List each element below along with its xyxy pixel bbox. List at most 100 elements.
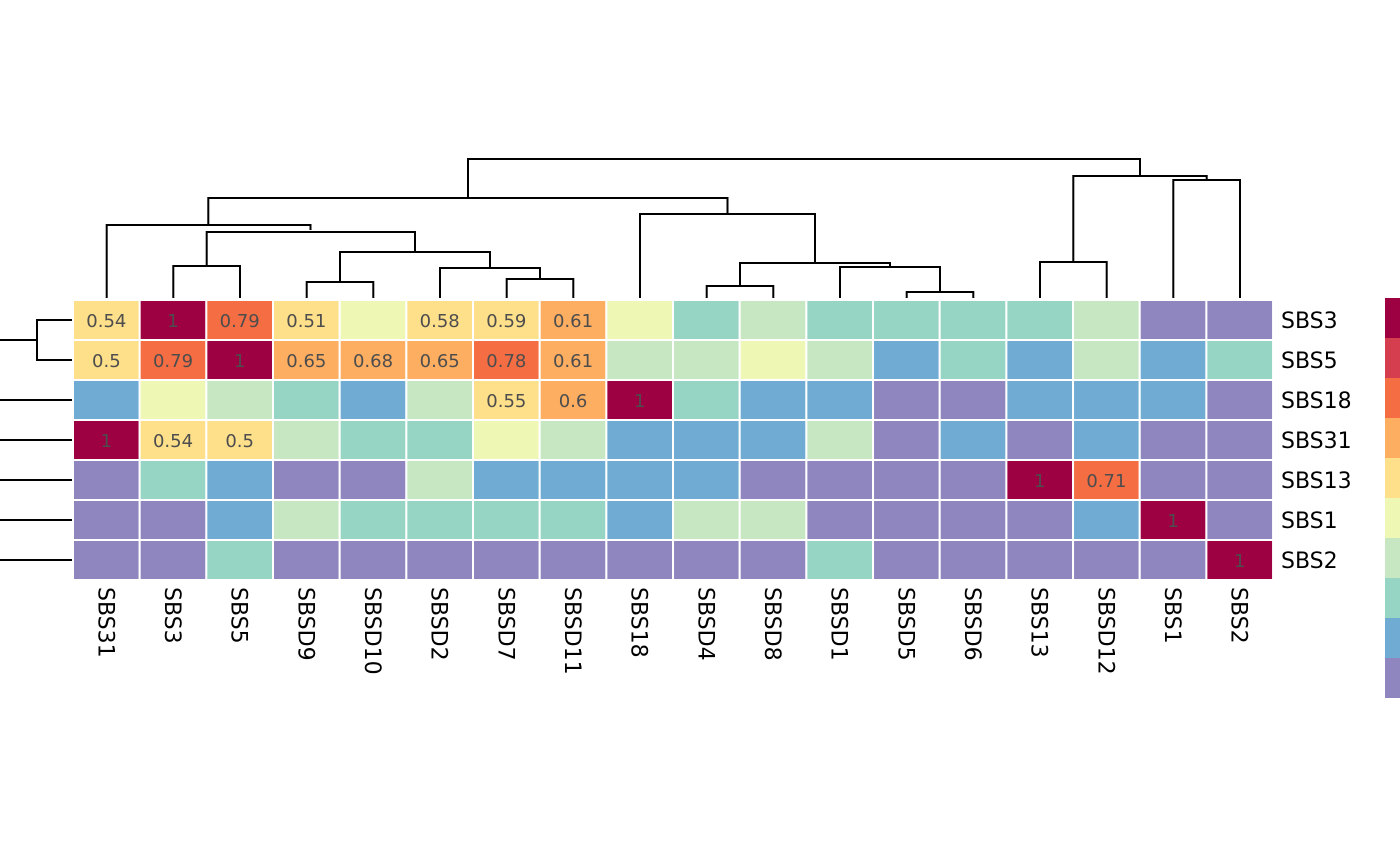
heatmap-cell <box>938 499 1008 541</box>
heatmap-cell <box>672 339 741 381</box>
heatmap-cell <box>738 539 808 581</box>
cell-value-label: 0.51 <box>286 311 326 332</box>
heatmap-cell <box>72 539 141 581</box>
row-label: SBS3 <box>1281 309 1338 334</box>
column-label: SBS3 <box>159 587 184 644</box>
legend-color-step <box>1385 658 1400 698</box>
heatmap-cell <box>1072 419 1141 461</box>
heatmap-cell <box>405 499 475 541</box>
cell-value-label: 0.79 <box>153 351 193 372</box>
column-label: SBSD12 <box>1092 587 1117 675</box>
column-label: SBSD5 <box>892 587 917 661</box>
heatmap-cell <box>272 379 341 421</box>
heatmap-cell <box>938 339 1008 381</box>
heatmap-cell <box>472 499 541 541</box>
heatmap-cell <box>1005 339 1075 381</box>
heatmap-cell <box>805 499 875 541</box>
column-dendrogram-branch <box>439 267 541 298</box>
heatmap-cell <box>605 339 675 381</box>
heatmap-cell <box>205 539 275 581</box>
heatmap-cell <box>672 539 741 581</box>
column-label: SBSD10 <box>359 587 384 675</box>
heatmap-cell <box>405 379 475 421</box>
heatmap-cell <box>1005 379 1075 421</box>
heatmap-cell <box>72 499 141 541</box>
color-legend <box>1385 298 1400 698</box>
legend-color-step <box>1385 618 1400 658</box>
column-dendrogram-branch <box>1072 175 1208 262</box>
column-label: SBSD7 <box>492 587 517 661</box>
heatmap-cell <box>672 379 741 421</box>
cell-value-label: 0.65 <box>420 351 460 372</box>
heatmap-cell <box>1205 299 1275 341</box>
column-dendrogram-branch <box>105 224 312 298</box>
heatmap-cell <box>672 499 741 541</box>
heatmap-cell <box>205 379 275 421</box>
heatmap-cell <box>338 379 408 421</box>
heatmap-cell <box>1005 499 1075 541</box>
heatmap-cell <box>805 299 875 341</box>
heatmap-cell <box>405 419 475 461</box>
heatmap-cell <box>138 379 208 421</box>
heatmap-cell <box>138 539 208 581</box>
heatmap-cell <box>1205 339 1275 381</box>
heatmap-cell <box>872 379 941 421</box>
heatmap-cell <box>1072 339 1141 381</box>
column-dendrogram-branch <box>467 158 1141 198</box>
legend-color-step <box>1385 498 1400 538</box>
heatmap-cell <box>938 459 1008 501</box>
heatmap-cell <box>472 299 541 341</box>
column-label: SBS13 <box>1026 587 1051 658</box>
heatmap-cell <box>338 499 408 541</box>
heatmap-cell <box>538 459 608 501</box>
cell-value-label: 0.55 <box>486 391 526 412</box>
heatmap-cell <box>272 459 341 501</box>
heatmap-cell <box>1005 459 1075 501</box>
row-dendrogram-branch <box>36 319 72 361</box>
heatmap-cell <box>805 419 875 461</box>
heatmap-cell <box>805 459 875 501</box>
column-label: SBS18 <box>626 587 651 658</box>
row-label: SBS13 <box>1281 469 1352 494</box>
cell-value-label: 0.78 <box>486 351 526 372</box>
cell-value-label: 0.58 <box>420 311 460 332</box>
legend-color-step <box>1385 378 1400 418</box>
column-dendrogram-branch <box>1039 261 1108 298</box>
heatmap-cell <box>1138 299 1208 341</box>
heatmap-cell <box>605 539 675 581</box>
column-label: SBSD9 <box>292 587 317 661</box>
row-label: SBS18 <box>1281 389 1352 414</box>
heatmap-cell <box>472 419 541 461</box>
heatmap-cell <box>605 379 675 421</box>
cell-value-label: 0.61 <box>553 311 593 332</box>
heatmap-cell <box>338 459 408 501</box>
heatmap-cell <box>938 419 1008 461</box>
column-dendrogram-branch <box>505 278 575 298</box>
heatmap-cell <box>1205 379 1275 421</box>
column-dendrogram-branch <box>305 281 375 298</box>
heatmap-cell <box>338 539 408 581</box>
heatmap-cell <box>405 459 475 501</box>
cell-value-label: 0.59 <box>486 311 526 332</box>
cell-value-label: 0.54 <box>86 311 126 332</box>
column-dendrogram-branch <box>839 266 941 298</box>
heatmap-cell <box>1072 299 1141 341</box>
heatmap-cell <box>405 539 475 581</box>
heatmap-cell <box>672 419 741 461</box>
column-dendrogram <box>105 158 1241 298</box>
legend-color-step <box>1385 538 1400 578</box>
heatmap-cell <box>738 459 808 501</box>
heatmap-cell <box>605 419 675 461</box>
cell-value-label: 0.61 <box>553 351 593 372</box>
cell-value-label: 0.5 <box>225 431 254 452</box>
heatmap-cell <box>205 459 275 501</box>
legend-color-step <box>1385 298 1400 338</box>
heatmap-cell <box>138 459 208 501</box>
cell-value-label: 0.71 <box>1086 471 1126 492</box>
cell-value-label: 0.65 <box>286 351 326 372</box>
row-dendrogram <box>0 319 72 561</box>
column-label: SBS5 <box>226 587 251 644</box>
heatmap-cell <box>1005 539 1075 581</box>
heatmap-cell <box>1005 419 1075 461</box>
heatmap-cell <box>938 379 1008 421</box>
